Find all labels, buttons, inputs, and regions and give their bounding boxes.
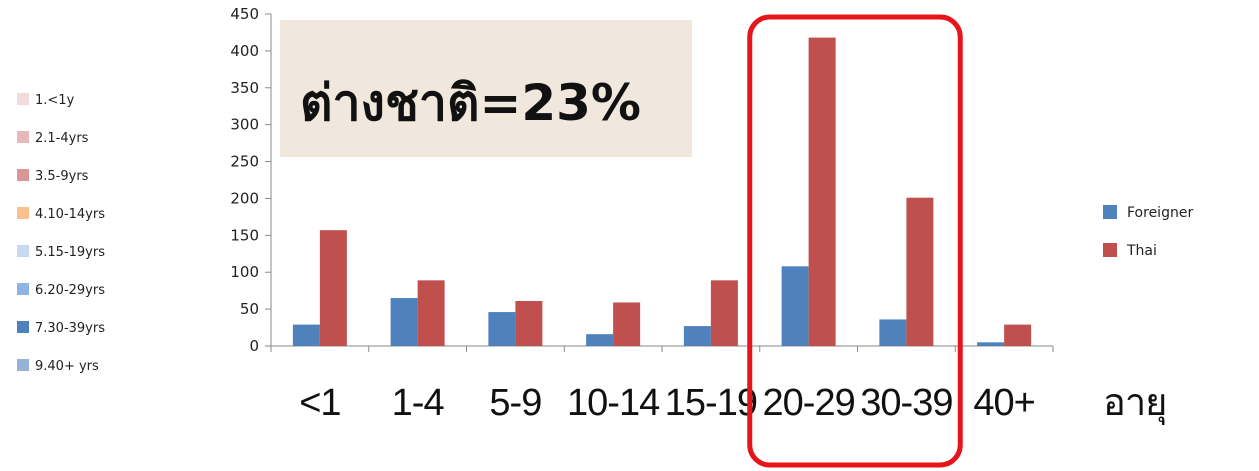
x-tick-label: 15-19 xyxy=(665,382,757,424)
series-legend: Foreigner Thai xyxy=(1103,205,1193,259)
x-axis xyxy=(270,345,1054,352)
legacy-legend-swatch xyxy=(17,169,29,181)
legend-swatch-thai xyxy=(1103,243,1117,257)
bars xyxy=(292,37,1032,347)
x-tick-label: 20-29 xyxy=(763,382,855,424)
bar-foreigner-10-14 xyxy=(586,334,614,346)
highlight-frame xyxy=(747,14,963,468)
category-labels: <1 1-4 5-9 10-14 15-19 20-29 30-39 40+ xyxy=(299,382,1036,424)
legacy-legend: 1.<1y 2.1-4yrs 3.5-9yrs 4.10-14yrs 5.15-19yr… xyxy=(17,93,105,374)
legacy-legend-label: 9.40+ yrs xyxy=(35,359,99,374)
legacy-legend-swatch xyxy=(17,359,29,371)
x-tick-label: 10-14 xyxy=(567,382,660,424)
bar-thai-<1 xyxy=(319,230,347,346)
bar-thai-30-39 xyxy=(906,197,934,346)
bar-thai-1-4 xyxy=(417,280,445,346)
legacy-legend-swatch xyxy=(17,245,29,257)
legacy-legend-swatch xyxy=(17,131,29,143)
bar-foreigner-15-19 xyxy=(683,326,711,346)
bar-foreigner-1-4 xyxy=(390,298,418,346)
x-axis-label: อายุ xyxy=(1103,382,1166,425)
x-tick-label: 30-39 xyxy=(860,382,952,424)
legacy-legend-swatch xyxy=(17,283,29,295)
legend-label-thai: Thai xyxy=(1126,243,1157,259)
legacy-legend-label: 2.1-4yrs xyxy=(35,131,89,146)
legacy-legend-label: 4.10-14yrs xyxy=(35,207,105,222)
y-tick-label: 300 xyxy=(230,116,259,134)
x-tick-label: 1-4 xyxy=(392,382,445,424)
bar-foreigner-<1 xyxy=(292,324,320,346)
legend-swatch-foreigner xyxy=(1103,205,1117,219)
y-tick-label: 200 xyxy=(230,189,259,207)
bar-foreigner-5-9 xyxy=(488,312,516,346)
y-tick-label: 250 xyxy=(230,153,259,171)
legacy-legend-label: 1.<1y xyxy=(35,93,75,108)
bar-thai-20-29 xyxy=(808,37,836,347)
callout-text: ต่างชาติ=23% xyxy=(300,74,641,132)
x-tick-label: 40+ xyxy=(973,382,1034,424)
legend-label-foreigner: Foreigner xyxy=(1127,205,1193,221)
x-tick-label: <1 xyxy=(299,382,340,424)
legacy-legend-label: 5.15-19yrs xyxy=(35,245,105,260)
legacy-legend-swatch xyxy=(17,93,29,105)
legacy-legend-swatch xyxy=(17,207,29,219)
callout-box xyxy=(280,20,692,157)
bar-thai-10-14 xyxy=(613,302,641,346)
legacy-legend-swatch xyxy=(17,321,29,333)
y-tick-label: 50 xyxy=(240,300,259,318)
bar-thai-15-19 xyxy=(710,280,738,346)
y-tick-label: 450 xyxy=(230,5,259,23)
bar-foreigner-30-39 xyxy=(879,319,907,346)
y-tick-label: 400 xyxy=(230,42,259,60)
bar-thai-40+ xyxy=(1004,324,1032,346)
bar-foreigner-40+ xyxy=(977,342,1005,346)
bar-thai-5-9 xyxy=(515,300,543,346)
y-tick-label: 0 xyxy=(249,337,259,355)
y-tick-label: 100 xyxy=(230,263,259,281)
legacy-legend-label: 7.30-39yrs xyxy=(35,321,105,336)
legacy-legend-label: 3.5-9yrs xyxy=(35,169,89,184)
y-tick-label: 350 xyxy=(230,79,259,97)
y-tick-label: 150 xyxy=(230,226,259,244)
bar-foreigner-20-29 xyxy=(781,266,809,346)
x-tick-label: 5-9 xyxy=(489,382,541,424)
legacy-legend-label: 6.20-29yrs xyxy=(35,283,105,298)
y-axis: 0 50 100 150 200 250 300 350 400 450 xyxy=(230,5,272,355)
